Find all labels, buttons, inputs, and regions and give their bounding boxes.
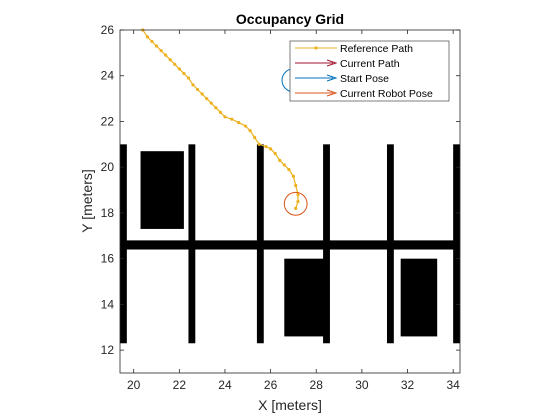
reference-path-point-14 (205, 97, 209, 101)
axes-box (119, 29, 461, 374)
x-tick-label-4: 28 (310, 378, 324, 392)
reference-path-point-23 (253, 135, 257, 140)
robot-pose-circle (283, 191, 308, 216)
reference-path-point-4 (159, 48, 163, 53)
obstacle-0 (120, 240, 460, 250)
reference-path-point-16 (214, 106, 218, 110)
y-tick-label-3: 18 (101, 206, 115, 220)
y-tick-label-6: 24 (101, 69, 115, 83)
ticks-layer: 20 22 24 26 28 30 32 34 12 14 16 18 20 22 24 26 (101, 23, 461, 392)
reference-path-point-35 (294, 206, 298, 210)
reference-path-point-12 (195, 87, 200, 92)
legend: Reference Path Current Path Start Pose C… (289, 40, 450, 102)
reference-path-point-18 (223, 115, 227, 119)
reference-path-point-5 (164, 53, 168, 57)
reference-path-layer (141, 28, 300, 210)
chart-title: Occupancy Grid (236, 11, 344, 27)
reference-path-point-31 (291, 174, 296, 178)
reference-path-point-9 (182, 71, 186, 76)
obstacle-4 (256, 144, 264, 344)
reference-path-point-30 (287, 167, 291, 172)
y-axis-label: Y [meters] (79, 169, 95, 233)
y-tick-label-1: 14 (101, 297, 115, 311)
reference-path-point-22 (248, 129, 252, 133)
y-tick-label-5: 22 (101, 114, 115, 128)
legend-robot-pose-label: Current Robot Pose (340, 88, 433, 100)
obstacle-2 (453, 144, 460, 344)
reference-path-point-3 (154, 44, 159, 48)
reference-path-point-6 (168, 58, 172, 62)
reference-path-point-28 (278, 158, 282, 162)
legend-reference-path-marker (314, 46, 318, 50)
reference-path-point-11 (191, 83, 195, 87)
reference-path-point-2 (150, 39, 154, 44)
legend-box (289, 40, 450, 102)
reference-path-point-27 (273, 151, 277, 156)
reference-path-point-29 (282, 163, 286, 167)
legend-start-pose-arrow (326, 74, 338, 82)
y-tick-label-2: 16 (101, 252, 115, 266)
obstacle-6 (386, 144, 394, 344)
reference-path-point-34 (296, 199, 300, 204)
reference-path-point-17 (218, 110, 223, 114)
y-tick-label-7: 26 (101, 23, 115, 37)
x-tick-label-0: 20 (127, 378, 141, 392)
reference-path-point-26 (269, 147, 273, 151)
legend-start-pose-label: Start Pose (340, 73, 389, 85)
x-tick-label-7: 34 (446, 378, 460, 392)
reference-path-point-24 (257, 142, 261, 146)
obstacle-7 (140, 151, 184, 229)
reference-path-point-13 (200, 92, 204, 96)
x-tick-label-2: 24 (218, 378, 232, 392)
reference-path-point-25 (264, 145, 268, 149)
legend-current-path-label: Current Path (340, 58, 400, 70)
obstacle-1 (120, 144, 127, 344)
reference-path-point-7 (173, 62, 177, 66)
reference-path-point-15 (209, 101, 213, 105)
legend-current-path-arrow (326, 59, 338, 67)
reference-path-point-19 (230, 117, 234, 121)
x-tick-label-1: 22 (173, 378, 187, 392)
reference-path-point-20 (237, 121, 241, 125)
x-tick-label-6: 32 (401, 378, 415, 392)
y-tick-label-4: 20 (101, 160, 115, 174)
obstacle-9 (400, 258, 438, 337)
reference-path-point-33 (296, 193, 300, 197)
obstacle-5 (323, 144, 330, 344)
x-tick-label-3: 26 (264, 378, 278, 392)
obstacle-8 (284, 258, 328, 337)
reference-path-point-32 (294, 183, 298, 188)
legend-reference-path-label: Reference Path (340, 43, 413, 55)
reference-path-point-10 (186, 76, 191, 80)
obstacle-3 (188, 144, 196, 344)
reference-path-point-21 (243, 124, 248, 128)
obstacles-layer (120, 144, 460, 344)
x-axis-label: X [meters] (258, 397, 322, 413)
y-tick-label-0: 12 (101, 343, 115, 357)
reference-path-point-8 (177, 67, 181, 71)
reference-path-point-1 (145, 35, 149, 39)
x-tick-label-5: 30 (355, 378, 369, 392)
legend-robot-pose-arrow (326, 89, 338, 97)
